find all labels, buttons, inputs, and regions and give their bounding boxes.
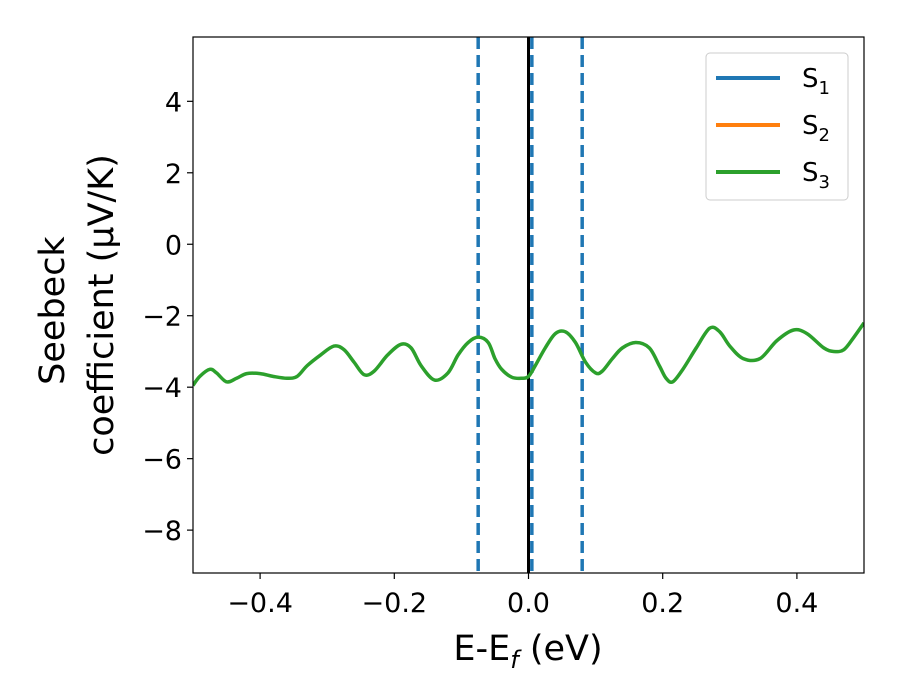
y-axis-label-line2: coefficient (μV/K) xyxy=(82,154,122,456)
legend: S1 S2 S3 xyxy=(705,52,849,201)
y-tick-label: −6 xyxy=(142,445,182,476)
x-tick-label: 0.0 xyxy=(507,588,550,619)
y-tick-label: 0 xyxy=(165,230,182,261)
x-tick-label: 0.2 xyxy=(641,588,684,619)
y-tick-label: −2 xyxy=(142,302,182,333)
legend-label-2: S2 xyxy=(802,111,830,146)
y-axis-label: Seebeck coefficient (μV/K) xyxy=(33,154,122,456)
y-axis-ticks: 4 2 0 −2 −4 −6 −8 xyxy=(142,87,193,547)
legend-label-1: S1 xyxy=(802,64,830,99)
x-tick-label: 0.4 xyxy=(775,588,818,619)
x-tick-label: −0.2 xyxy=(362,588,428,619)
y-tick-label: −4 xyxy=(142,373,182,404)
y-tick-label: −8 xyxy=(142,516,182,547)
x-axis-ticks: −0.4 −0.2 0.0 0.2 0.4 xyxy=(227,573,818,619)
x-tick-label: −0.4 xyxy=(227,588,293,619)
y-tick-label: 4 xyxy=(165,87,182,118)
series-layer xyxy=(193,321,864,387)
reference-lines xyxy=(476,37,584,573)
legend-label-3: S3 xyxy=(802,158,830,193)
y-tick-label: 2 xyxy=(165,159,182,190)
x-axis-label: E-Ef (eV) xyxy=(453,629,602,674)
y-axis-label-line1: Seebeck xyxy=(33,236,73,385)
series-line-0 xyxy=(193,321,864,387)
